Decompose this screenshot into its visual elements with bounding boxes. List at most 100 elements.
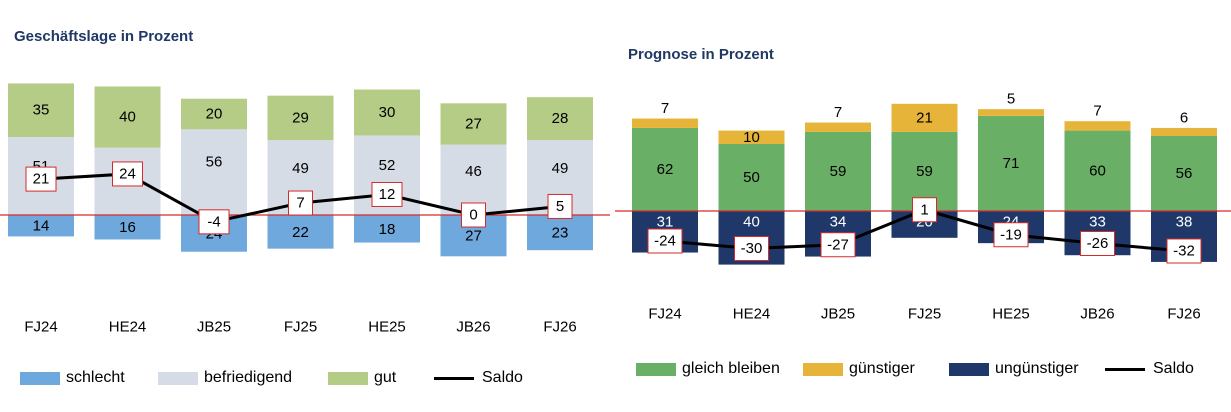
bar-gut-fj25 bbox=[267, 95, 334, 141]
legend-swatch bbox=[949, 362, 989, 376]
saldo-label-fj25: 7 bbox=[296, 195, 304, 212]
data-label-schlecht-jb26: 27 bbox=[465, 228, 482, 245]
legend-swatch bbox=[328, 371, 368, 385]
x-tick-label-fj24: FJ24 bbox=[648, 306, 681, 323]
bar-gleich-bleiben-he25 bbox=[978, 115, 1044, 211]
bar-gut-he24 bbox=[94, 86, 161, 148]
bar-guenstiger-jb25 bbox=[805, 122, 871, 132]
saldo-label-jb25: -4 bbox=[207, 213, 220, 230]
saldo-label-he24: -30 bbox=[741, 240, 763, 257]
x-tick-label-jb25: JB25 bbox=[821, 306, 855, 323]
legend-item-guenstiger: günstiger bbox=[803, 360, 915, 378]
bar-gut-fj26 bbox=[527, 97, 593, 141]
x-tick-label-he25: HE25 bbox=[992, 306, 1030, 323]
data-label-guenstiger-fj25: 21 bbox=[916, 109, 933, 126]
data-label-guenstiger-he24: 10 bbox=[743, 129, 760, 146]
legend-swatch bbox=[20, 371, 60, 385]
x-tick-label-fj25: FJ25 bbox=[284, 319, 317, 336]
legend-swatch bbox=[803, 362, 843, 376]
data-label-gleich-bleiben-fj24: 62 bbox=[657, 161, 674, 178]
legend-item-gleich-bleiben: gleich bleiben bbox=[636, 360, 780, 378]
data-label-unguenstiger-jb26: 33 bbox=[1089, 214, 1106, 231]
bar-gleich-bleiben-he24 bbox=[718, 144, 785, 211]
legend-label: günstiger bbox=[849, 360, 915, 377]
data-label-schlecht-he24: 16 bbox=[119, 219, 136, 236]
legend-item-befriedigend: befriedigend bbox=[158, 369, 292, 387]
x-tick-label-fj25: FJ25 bbox=[908, 306, 941, 323]
bar-gut-fj24 bbox=[8, 83, 74, 137]
saldo-label-fj26: -32 bbox=[1173, 243, 1195, 260]
data-label-gut-jb25: 20 bbox=[206, 106, 223, 123]
data-label-gut-he24: 40 bbox=[119, 109, 136, 126]
data-label-befriedigend-fj25: 49 bbox=[292, 160, 309, 177]
saldo-label-box-fj25 bbox=[912, 197, 937, 223]
chart-prognose: Prognose in Prozent 31 62 7 FJ24 40 50 10 HE24 3… bbox=[615, 0, 1231, 412]
legend-label: befriedigend bbox=[204, 369, 293, 386]
data-label-guenstiger-fj26: 6 bbox=[1180, 109, 1188, 126]
data-label-guenstiger-jb25: 7 bbox=[834, 104, 842, 121]
data-label-gleich-bleiben-jb25: 59 bbox=[830, 163, 847, 180]
saldo-label-box-fj26 bbox=[547, 193, 573, 219]
data-label-gleich-bleiben-he25: 71 bbox=[1003, 155, 1020, 172]
data-label-schlecht-he25: 18 bbox=[379, 221, 396, 238]
bar-schlecht-fj24 bbox=[8, 215, 74, 237]
bar-schlecht-fj25 bbox=[267, 215, 334, 249]
legend-item-saldo: Saldo bbox=[434, 369, 523, 387]
legend-label: Saldo bbox=[482, 369, 523, 386]
data-label-schlecht-fj24: 14 bbox=[33, 218, 50, 235]
saldo-label-box-fj26 bbox=[1166, 238, 1202, 264]
bar-guenstiger-fj24 bbox=[632, 118, 698, 128]
data-label-befriedigend-jb26: 46 bbox=[465, 163, 482, 180]
data-label-unguenstiger-fj24: 31 bbox=[657, 214, 674, 231]
bar-gleich-bleiben-fj24 bbox=[632, 127, 698, 211]
chart-title: Geschäftslage in Prozent bbox=[14, 28, 194, 45]
x-tick-label-fj26: FJ26 bbox=[1167, 306, 1200, 323]
x-tick-label-fj24: FJ24 bbox=[24, 319, 57, 336]
data-label-gut-fj26: 28 bbox=[552, 110, 569, 127]
saldo-label-jb26: -26 bbox=[1087, 235, 1109, 252]
saldo-label-box-jb26 bbox=[461, 202, 486, 228]
data-label-unguenstiger-jb25: 34 bbox=[830, 214, 847, 231]
data-label-gleich-bleiben-fj25: 59 bbox=[916, 163, 933, 180]
legend-item-unguenstiger: ungünstiger bbox=[949, 360, 1079, 378]
chart-plot-area: 145135FJ24164440HE24245620JB25224929FJ25… bbox=[0, 83, 610, 336]
bar-gut-he25 bbox=[354, 89, 420, 136]
bar-guenstiger-fj26 bbox=[1151, 127, 1217, 136]
saldo-label-jb26: 0 bbox=[469, 207, 477, 224]
legend-item-schlecht: schlecht bbox=[20, 369, 125, 387]
saldo-label-fj26: 5 bbox=[556, 198, 564, 215]
bar-gut-jb25 bbox=[181, 98, 247, 130]
saldo-label-jb25: -27 bbox=[827, 236, 849, 253]
saldo-label-box-he24 bbox=[112, 161, 143, 187]
bar-guenstiger-jb26 bbox=[1064, 121, 1131, 131]
x-tick-label-he25: HE25 bbox=[368, 319, 406, 336]
saldo-label-he25: -19 bbox=[1000, 226, 1022, 243]
saldo-label-box-fj24 bbox=[25, 166, 57, 192]
legend-swatch bbox=[434, 376, 474, 380]
legend-label: gleich bleiben bbox=[682, 360, 780, 377]
bar-gleich-bleiben-fj26 bbox=[1151, 135, 1217, 211]
chart-title: Prognose in Prozent bbox=[628, 46, 774, 63]
bar-gut-jb26 bbox=[440, 103, 507, 145]
legend-label: schlecht bbox=[66, 369, 125, 386]
legend-item-saldo: Saldo bbox=[1105, 360, 1194, 378]
saldo-label-fj25: 1 bbox=[920, 201, 928, 218]
bar-schlecht-fj26 bbox=[527, 215, 593, 251]
bar-guenstiger-fj25 bbox=[891, 103, 958, 132]
saldo-label-box-jb25 bbox=[198, 209, 230, 235]
x-tick-label-he24: HE24 bbox=[733, 306, 771, 323]
data-label-gut-fj25: 29 bbox=[292, 109, 309, 126]
saldo-label-box-fj25 bbox=[288, 190, 313, 216]
legend-swatch bbox=[158, 371, 198, 385]
bar-schlecht-he24 bbox=[94, 215, 161, 240]
data-label-schlecht-fj26: 23 bbox=[552, 225, 569, 242]
data-label-befriedigend-he25: 52 bbox=[379, 157, 396, 174]
x-tick-label-fj26: FJ26 bbox=[543, 319, 576, 336]
legend-item-gut: gut bbox=[328, 369, 396, 387]
chart-plot-area: 31627FJ24405010HE2434597JB25205921FJ2524… bbox=[615, 91, 1231, 323]
saldo-label-box-fj24 bbox=[647, 228, 683, 254]
x-tick-label-jb26: JB26 bbox=[1080, 306, 1114, 323]
saldo-label-box-he25 bbox=[371, 181, 403, 207]
data-label-gut-fj24: 35 bbox=[33, 102, 50, 119]
data-label-gut-he25: 30 bbox=[379, 104, 396, 121]
